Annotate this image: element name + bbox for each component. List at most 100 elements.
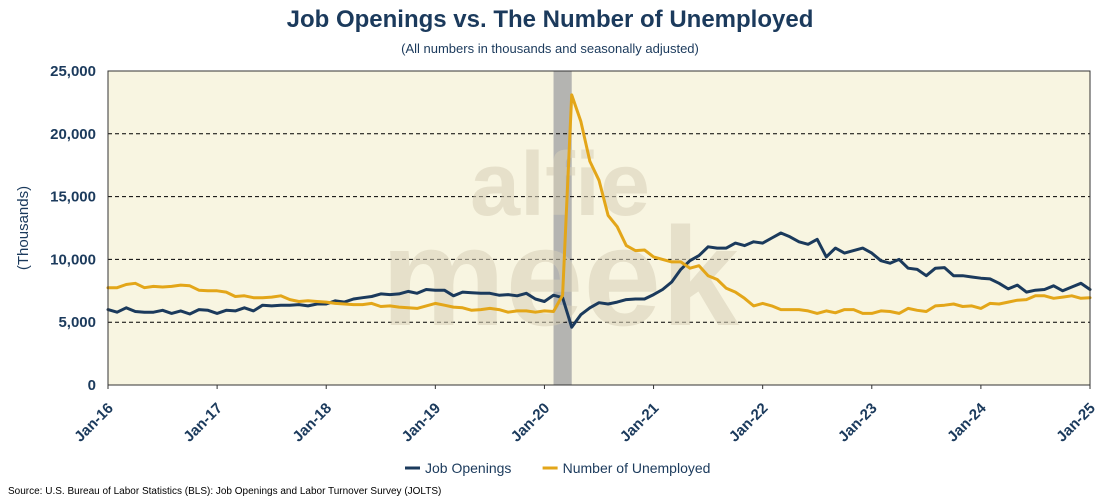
job-openings-point bbox=[625, 298, 628, 301]
job-openings-point bbox=[125, 306, 127, 309]
job-openings-point bbox=[470, 291, 473, 294]
svg-text:alfie: alfie bbox=[470, 135, 650, 235]
job-openings-point bbox=[407, 290, 409, 293]
number-of-unemployed-point bbox=[389, 305, 391, 307]
job-openings-point bbox=[643, 298, 646, 300]
number-of-unemployed-point bbox=[607, 214, 609, 217]
job-openings-point bbox=[770, 237, 773, 239]
number-of-unemployed-point bbox=[961, 305, 964, 308]
number-of-unemployed-point bbox=[152, 285, 155, 288]
job-openings-point bbox=[670, 281, 673, 283]
number-of-unemployed-point bbox=[207, 290, 209, 292]
job-openings-point bbox=[1043, 288, 1046, 291]
job-openings-point bbox=[434, 289, 437, 291]
number-of-unemployed-point bbox=[370, 302, 373, 305]
job-openings-point bbox=[270, 305, 273, 307]
job-openings-point bbox=[661, 288, 664, 291]
number-of-unemployed-point bbox=[507, 311, 509, 313]
job-openings-point bbox=[707, 246, 709, 248]
job-openings-point bbox=[652, 293, 655, 296]
number-of-unemployed-point bbox=[243, 295, 246, 297]
job-openings-point bbox=[907, 267, 909, 269]
number-of-unemployed-point bbox=[980, 307, 982, 310]
job-openings-point bbox=[207, 309, 209, 312]
number-of-unemployed-point bbox=[689, 267, 691, 269]
job-openings-point bbox=[834, 247, 837, 249]
job-openings-point bbox=[1007, 288, 1009, 290]
job-openings-point bbox=[498, 294, 500, 296]
number-of-unemployed-point bbox=[761, 302, 764, 305]
number-of-unemployed-point bbox=[634, 249, 637, 252]
x-tick-label: Jan-24 bbox=[944, 399, 990, 445]
number-of-unemployed-point bbox=[598, 179, 600, 182]
number-of-unemployed-point bbox=[225, 291, 228, 293]
job-openings-point bbox=[525, 292, 528, 295]
job-openings-point bbox=[216, 312, 218, 315]
y-tick-label: 10,000 bbox=[50, 251, 96, 268]
job-openings-point bbox=[307, 305, 309, 307]
number-of-unemployed-point bbox=[189, 284, 191, 287]
chart-subtitle: (All numbers in thousands and seasonally… bbox=[401, 41, 699, 56]
job-openings-point bbox=[698, 254, 700, 257]
number-of-unemployed-point bbox=[734, 291, 737, 293]
number-of-unemployed-point bbox=[252, 296, 255, 299]
plot-border bbox=[107, 70, 1091, 386]
number-of-unemployed-point bbox=[743, 297, 746, 300]
number-of-unemployed-point bbox=[943, 304, 946, 307]
job-openings-point bbox=[943, 266, 946, 269]
number-of-unemployed-point bbox=[452, 306, 455, 308]
job-openings-point bbox=[416, 292, 418, 295]
number-of-unemployed-point bbox=[307, 300, 309, 302]
job-openings-point bbox=[680, 268, 682, 271]
x-tick-label: Jan-20 bbox=[508, 400, 554, 446]
number-of-unemployed-point bbox=[134, 282, 137, 285]
job-openings-point bbox=[861, 247, 864, 249]
y-tick-label: 25,000 bbox=[50, 63, 96, 80]
number-of-unemployed-point bbox=[143, 286, 146, 289]
number-of-unemployed-point bbox=[1061, 296, 1064, 298]
number-of-unemployed-point bbox=[216, 290, 218, 292]
job-openings-point bbox=[570, 326, 573, 329]
job-openings-point bbox=[925, 274, 928, 277]
job-openings-point bbox=[616, 301, 618, 303]
job-openings-point bbox=[198, 308, 200, 311]
number-of-unemployed-point bbox=[907, 307, 909, 310]
job-openings-point bbox=[1016, 284, 1019, 286]
job-openings-point bbox=[361, 296, 364, 299]
y-axis-label: (Thousands) bbox=[15, 186, 32, 270]
number-of-unemployed-point bbox=[543, 310, 546, 312]
job-openings-point bbox=[816, 238, 819, 241]
number-of-unemployed-point bbox=[1080, 297, 1082, 300]
job-openings-point bbox=[170, 312, 173, 315]
number-of-unemployed-point bbox=[698, 264, 700, 267]
number-of-unemployed-point bbox=[443, 304, 446, 307]
number-of-unemployed-point bbox=[398, 306, 400, 308]
job-openings-point bbox=[916, 268, 919, 271]
number-of-unemployed-point bbox=[343, 303, 346, 305]
number-of-unemployed-point bbox=[952, 303, 955, 305]
number-of-unemployed-point bbox=[489, 307, 491, 310]
job-openings-point bbox=[152, 311, 155, 313]
number-of-unemployed-point bbox=[825, 310, 828, 312]
job-openings-point bbox=[789, 235, 791, 238]
job-openings-point bbox=[980, 277, 982, 280]
plot-area bbox=[108, 71, 1090, 385]
chart-title: Job Openings vs. The Number of Unemploye… bbox=[286, 6, 814, 33]
number-of-unemployed-point bbox=[570, 94, 573, 96]
job-openings-point bbox=[798, 241, 800, 243]
svg-text:meek: meek bbox=[381, 198, 739, 355]
job-openings-point bbox=[807, 243, 809, 246]
number-of-unemployed-point bbox=[861, 312, 864, 315]
number-of-unemployed-point bbox=[334, 302, 337, 305]
job-openings-point bbox=[534, 298, 537, 300]
job-openings-point bbox=[425, 288, 428, 291]
number-of-unemployed-point bbox=[1052, 297, 1055, 300]
job-openings-point bbox=[189, 313, 191, 315]
number-of-unemployed-point bbox=[816, 312, 819, 315]
job-openings-point bbox=[516, 295, 518, 297]
job-openings-point bbox=[716, 247, 719, 249]
job-openings-point bbox=[1061, 290, 1064, 292]
job-openings-point bbox=[279, 304, 282, 307]
legend-label-number-of-unemployed: Number of Unemployed bbox=[563, 460, 711, 476]
recession-band bbox=[553, 71, 572, 385]
